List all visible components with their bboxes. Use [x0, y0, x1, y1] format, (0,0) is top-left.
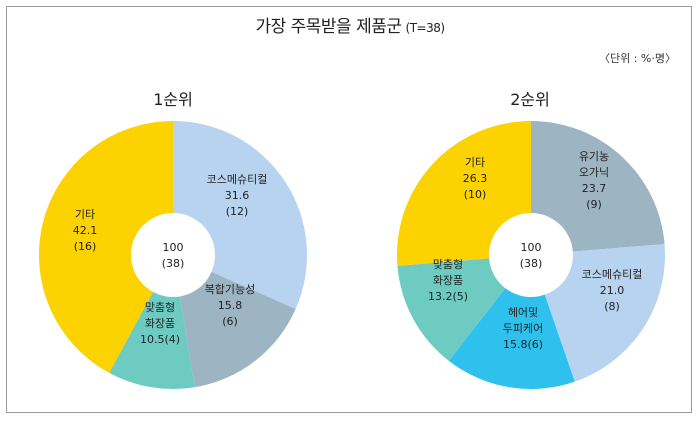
pie-2-slice-5-label: (10) [464, 188, 487, 201]
pie-2-center-text: (38) [520, 257, 543, 270]
pie-1-slice-4 [38, 121, 173, 373]
pie-1-center-text: 100 [163, 241, 184, 254]
pie-1-slice-1-label: (12) [226, 205, 249, 218]
pie-2-slice-1-label: 유기농 [579, 150, 609, 163]
pie-1-slice-4-label: 기타 [75, 208, 95, 221]
pie-2-slice-1-label: 23.7 [582, 182, 607, 195]
pie-2-title: 2순위 [510, 90, 550, 109]
pie-2-slice-4-label: 13.2(5) [428, 290, 468, 303]
pie-2-center-text: 100 [521, 241, 542, 254]
pie-2-slice-3-label: 헤어및 [508, 306, 538, 319]
pie-1-title: 1순위 [153, 90, 193, 109]
pie-2-slice-5-label: 26.3 [463, 172, 488, 185]
pie-2-slice-4-label: 맞춤형 [433, 258, 463, 271]
pie-1-slice-3-label: 맞춤형 [145, 301, 175, 314]
pie-2-center-hole [489, 213, 573, 297]
pie-1-slice-1-label: 코스메슈티컬 [207, 173, 268, 186]
pie-1-slice-2 [173, 255, 296, 388]
pie-1-center-hole [131, 213, 215, 297]
pie-2-slice-1-label: (9) [586, 198, 602, 211]
pie-2-slice-2-label: (8) [604, 300, 620, 313]
pie-2-slice-4-label: 화장품 [433, 274, 463, 287]
chart-title: 가장 주목받을 제품군 (T=38) [0, 12, 700, 37]
pie-1-slice-3-label: 10.5(4) [140, 333, 180, 346]
pie-2-slice-1 [531, 121, 665, 255]
pie-1-center-text: (38) [162, 257, 185, 270]
unit-note: 〈단위 : %·명〉 [598, 52, 676, 65]
title-text: 가장 주목받을 제품군 [255, 17, 402, 37]
pie-2-slice-3-label: 15.8(6) [503, 338, 543, 351]
pie-1-slice-3-label: 화장품 [145, 317, 175, 330]
pie-1-slice-4-label: (16) [74, 240, 97, 253]
pie-2-slice-3 [448, 255, 575, 389]
pie-2-slice-2-label: 코스메슈티컬 [582, 268, 643, 281]
pie-2-slice-5-label: 기타 [465, 156, 485, 169]
pie-2-slice-4 [397, 255, 531, 361]
pie-2-slice-2-label: 21.0 [600, 284, 625, 297]
pie-1-slice-4-label: 42.1 [73, 224, 98, 237]
pie-2-slice-1-label: 오가닉 [579, 166, 609, 179]
pie-1-slice-2-label: 복합기능성 [205, 283, 256, 296]
title-note: (T=38) [405, 21, 446, 35]
pie-1-slice-2-label: 15.8 [218, 299, 243, 312]
pie-1-slice-1-label: 31.6 [225, 189, 250, 202]
pie-1-slice-2-label: (6) [222, 315, 238, 328]
pie-2-slice-3-label: 두피케어 [503, 322, 543, 335]
